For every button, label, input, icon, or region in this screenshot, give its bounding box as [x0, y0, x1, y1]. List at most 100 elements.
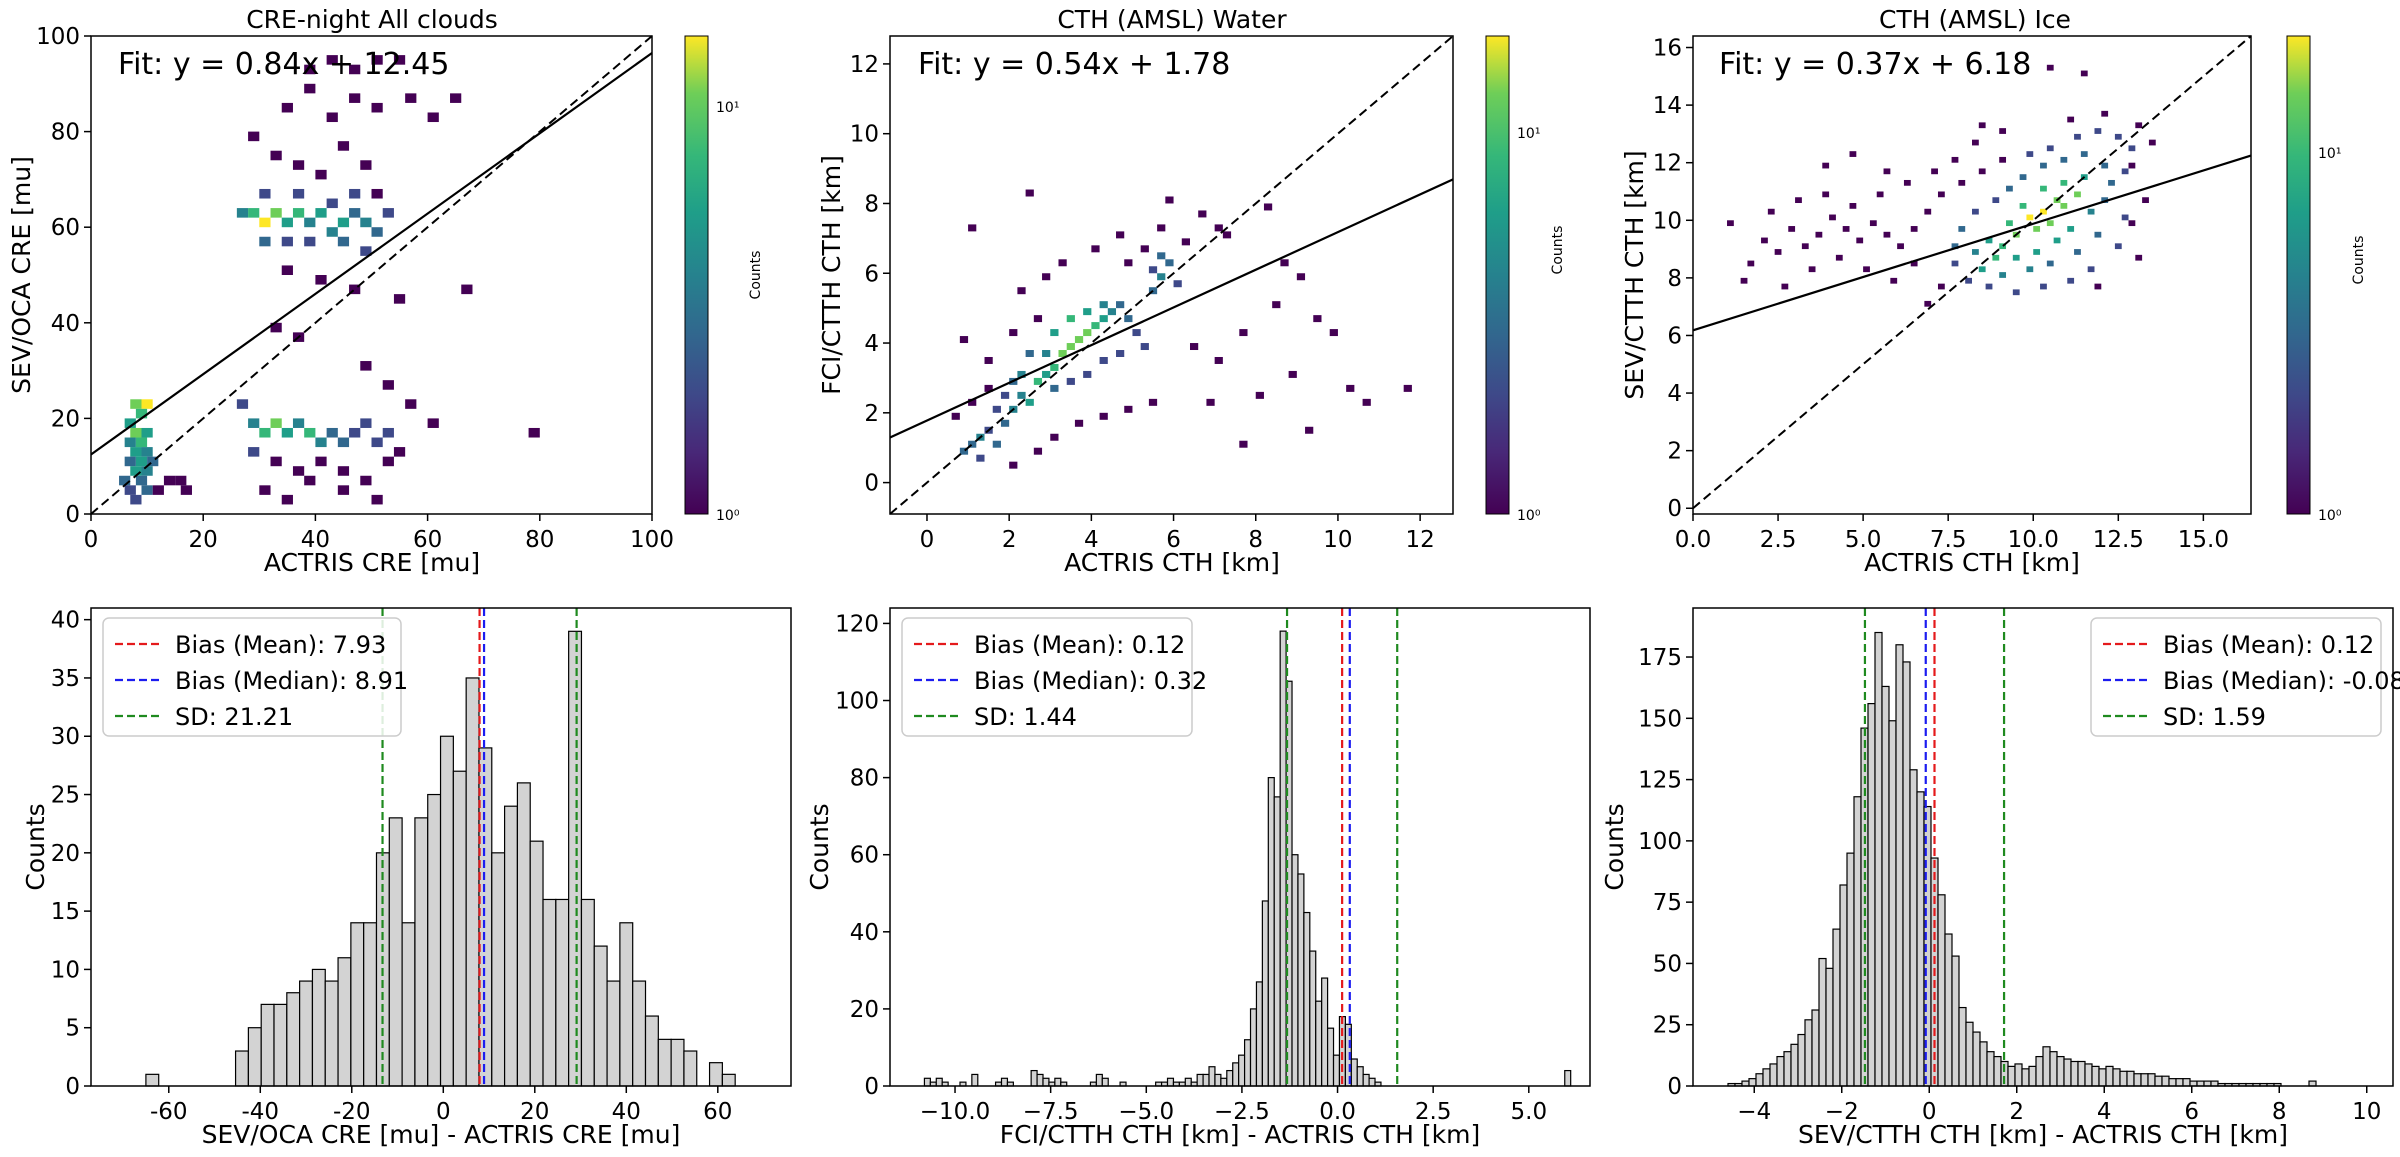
legend: Bias (Mean): 0.12 Bias (Median): 0.32 SD: …: [901, 617, 1207, 737]
y-axis-label: Counts: [1600, 803, 1629, 890]
heatmap-cell: [1978, 122, 1986, 129]
heatmap-cell: [382, 427, 394, 438]
heatmap-cell: [1000, 419, 1010, 427]
heatmap-cell: [248, 131, 260, 142]
heatmap-cell: [1788, 226, 1796, 232]
histogram-bar: [971, 1073, 979, 1087]
heatmap-cell: [371, 188, 383, 199]
regression-lines: [889, 35, 1454, 515]
heatmap-cell: [304, 217, 316, 228]
heatmap-cell: [1140, 245, 1149, 253]
heatmap-cell: [968, 440, 977, 448]
heatmap-cell: [2026, 266, 2034, 273]
histogram-bar: [1036, 1073, 1044, 1087]
y-tick-label: 40: [51, 311, 80, 337]
heatmap-cell: [1958, 179, 1966, 186]
axis-ticks: 0 20 40 60 80 100 0 20 40 60 80 100: [36, 24, 674, 553]
y-tick-label: 0: [65, 1074, 80, 1100]
heatmap-cell: [1978, 168, 1986, 175]
histogram-bar: [683, 1050, 698, 1087]
fit-line: [889, 178, 1454, 439]
heatmap-cell: [1897, 243, 1904, 250]
heatmap-cell: [1091, 245, 1100, 253]
heatmap-cell: [371, 494, 383, 505]
x-tick-label: 0: [920, 527, 935, 553]
heatmap-cell: [1863, 266, 1870, 273]
y-tick-label: 6: [864, 261, 879, 287]
histogram-bar: [478, 747, 493, 1087]
heatmap-cell: [1883, 231, 1891, 238]
x-tick-label: -40: [241, 1099, 279, 1125]
histogram-bar: [1825, 967, 1834, 1087]
histogram-bar: [1811, 1009, 1820, 1087]
legend-label: Bias (Mean): 7.93: [175, 631, 386, 659]
histogram-bar: [414, 817, 429, 1087]
y-tick-label: 35: [51, 666, 80, 692]
histogram-bar: [1818, 957, 1827, 1087]
histogram-bar: [1315, 1000, 1323, 1087]
heatmap-cell: [349, 208, 361, 218]
histogram-bar: [337, 957, 352, 1087]
heatmap-cell: [2135, 122, 2143, 129]
heatmap-cell: [2094, 283, 2102, 290]
histogram-bar: [324, 980, 339, 1087]
histogram-bar: [2049, 1051, 2058, 1087]
histogram-bar: [234, 1050, 249, 1087]
histogram-bar: [1279, 630, 1287, 1087]
histogram-bar: [1356, 1066, 1364, 1087]
heatmap-cell: [2121, 168, 2129, 175]
heatmap-cell: [1239, 440, 1248, 448]
heatmap-cell: [2012, 254, 2020, 261]
colorbar: 10¹ 10⁰ Counts: [2286, 35, 2367, 524]
heatmap-cell: [1091, 322, 1100, 330]
histogram-bar: [1321, 977, 1329, 1087]
heatmap-cell: [968, 224, 977, 232]
heatmap-cell: [1025, 189, 1034, 197]
heatmap-cell: [1009, 461, 1018, 469]
heatmap-cell: [2040, 162, 2047, 169]
heatmap-cell: [461, 284, 473, 295]
heatmap-cell: [1206, 398, 1215, 406]
heatmap-cell: [1876, 191, 1884, 198]
heatmap-cell: [304, 83, 316, 94]
heatmap-cell: [259, 236, 271, 247]
histogram-bar: [1000, 1077, 1009, 1087]
histogram-bar: [644, 1015, 659, 1087]
heatmap-cell: [1255, 391, 1264, 399]
heatmap-cell: [315, 275, 327, 285]
heatmap-cell: [1017, 370, 1026, 378]
y-tick-label: 2: [864, 401, 879, 427]
histogram-bar: [1297, 873, 1305, 1087]
heatmap-cell: [175, 475, 187, 486]
histogram-bar: [542, 898, 557, 1087]
heatmap-cell: [349, 284, 361, 295]
x-tick-label: 0.0: [1319, 1099, 1356, 1125]
heatmap-cell: [124, 418, 136, 428]
histogram-bar: [1769, 1063, 1778, 1087]
histogram-bar: [2077, 1060, 2086, 1087]
y-tick-label: 50: [1653, 951, 1682, 977]
histogram-bar: [1797, 1033, 1806, 1087]
histogram-bar: [1220, 1077, 1228, 1087]
heatmap-cell: [1924, 300, 1932, 307]
one-to-one-line: [90, 35, 653, 515]
heatmap-cell: [2026, 151, 2034, 157]
heatmap-cell: [304, 64, 316, 75]
histogram-bar: [1853, 796, 1862, 1087]
colorbar: 10¹ 10⁰ Counts: [684, 35, 764, 524]
x-tick-label: 2.5: [1415, 1099, 1452, 1125]
regression-lines: [90, 35, 653, 515]
histogram-bar: [388, 817, 403, 1087]
heatmap-cell: [259, 485, 271, 495]
heatmap-cell: [326, 198, 338, 209]
y-tick-label: 6: [1667, 323, 1682, 349]
heatmap-cell: [292, 418, 305, 428]
heatmap-cell: [1849, 151, 1857, 157]
colorbar-gradient: [1485, 35, 1510, 515]
heatmap-cell: [1296, 273, 1306, 281]
heatmap-cell: [1972, 249, 1979, 255]
heatmap-cell: [1272, 301, 1281, 309]
heatmap-cell: [1992, 197, 2000, 204]
histogram-bar: [2091, 1065, 2100, 1087]
